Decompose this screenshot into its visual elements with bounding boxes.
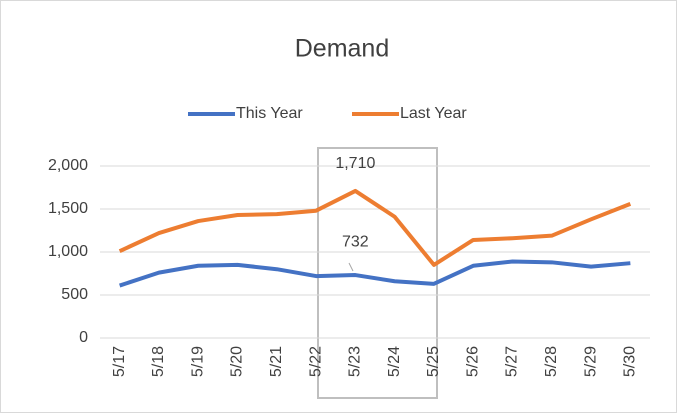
x-tick-label: 5/18	[150, 346, 167, 377]
data-label: 732	[342, 233, 369, 250]
x-tick-label: 5/29	[582, 346, 599, 377]
x-tick-label: 5/23	[347, 346, 364, 377]
y-tick-label: 0	[79, 329, 88, 346]
y-tick-label: 2,000	[48, 157, 88, 174]
x-tick-label: 5/22	[307, 346, 324, 377]
x-tick-label: 5/20	[229, 346, 246, 377]
x-tick-label: 5/24	[386, 346, 403, 377]
x-tick-label: 5/28	[543, 346, 560, 377]
x-tick-label: 5/21	[268, 346, 285, 377]
series-line	[119, 259, 631, 288]
x-tick-label: 5/27	[504, 346, 521, 377]
label-leader	[348, 262, 354, 272]
x-tick-label: 5/26	[464, 346, 481, 377]
chart-title: Demand	[295, 35, 390, 63]
data-label: 1,710	[335, 155, 375, 172]
highlight-box	[317, 147, 438, 399]
x-tick-label: 5/19	[189, 346, 206, 377]
x-tick-label: 5/30	[622, 346, 639, 377]
y-tick-label: 1,000	[48, 243, 88, 260]
legend-label: This Year	[236, 105, 303, 122]
legend-label: Last Year	[400, 105, 467, 122]
series-line	[118, 188, 632, 267]
x-tick-label: 5/25	[425, 346, 442, 377]
x-tick-label: 5/17	[111, 346, 128, 377]
y-tick-label: 500	[61, 286, 88, 303]
y-tick-label: 1,500	[48, 200, 88, 217]
